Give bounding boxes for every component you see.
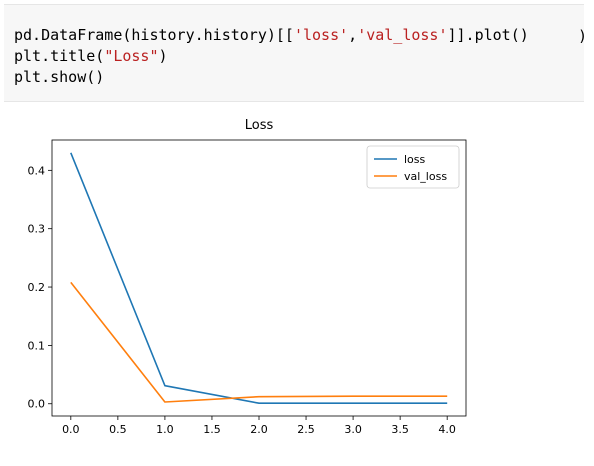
code-line-3: plt.show() [14, 68, 105, 86]
code-line-1: pd.DataFrame(history.history)[['loss','v… [14, 25, 529, 45]
series-line-val-loss [70, 281, 448, 403]
x-tick-label: 1.5 [203, 423, 221, 436]
x-tick-label: 4.0 [438, 423, 456, 436]
x-tick-label: 2.0 [250, 423, 268, 436]
code-cell[interactable]: pd.DataFrame(history.history)[['loss','v… [4, 4, 588, 102]
y-tick-label: 0.4 [28, 164, 46, 177]
x-tick-label: 0.5 [109, 423, 127, 436]
code-text: plt.title( [14, 47, 105, 65]
code-text: pd.DataFrame(history.history)[[ [14, 26, 294, 44]
legend-label: loss [404, 153, 426, 166]
y-tick-label: 0.3 [28, 223, 46, 236]
legend-box [366, 145, 460, 189]
line-chart: Loss 0.0 0.5 1.0 1.5 2.0 2.5 3.0 3.5 4.0 0.0 0.1 0… [28, 118, 467, 436]
x-tick-label: 0.0 [62, 423, 80, 436]
code-text: ]].plot() [447, 26, 529, 44]
x-tick-label: 1.0 [156, 423, 174, 436]
code-text: ) [158, 47, 168, 65]
x-tick-label: 3.5 [391, 423, 409, 436]
cell-output: Loss 0.0 0.5 1.0 1.5 2.0 2.5 3.0 3.5 4.0 0.0 0.1 0… [0, 110, 594, 462]
x-tick-label: 2.5 [297, 423, 315, 436]
code-text: , [348, 26, 358, 44]
legend-label: val_loss [404, 170, 447, 183]
y-tick-label: 0.0 [28, 398, 46, 411]
chart-title: Loss [245, 118, 274, 133]
y-tick-label: 0.1 [28, 339, 46, 352]
code-trailing-paren: ) [578, 27, 588, 45]
code-string: "Loss" [104, 47, 159, 65]
y-tick-label: 0.2 [28, 281, 46, 294]
code-string: 'loss' [293, 26, 349, 44]
x-tick-label: 3.0 [344, 423, 362, 436]
legend: loss val_loss [366, 145, 460, 189]
series-line-loss [70, 152, 448, 405]
code-string: 'val_loss' [357, 26, 448, 44]
code-line-2: plt.title("Loss") [14, 46, 168, 66]
